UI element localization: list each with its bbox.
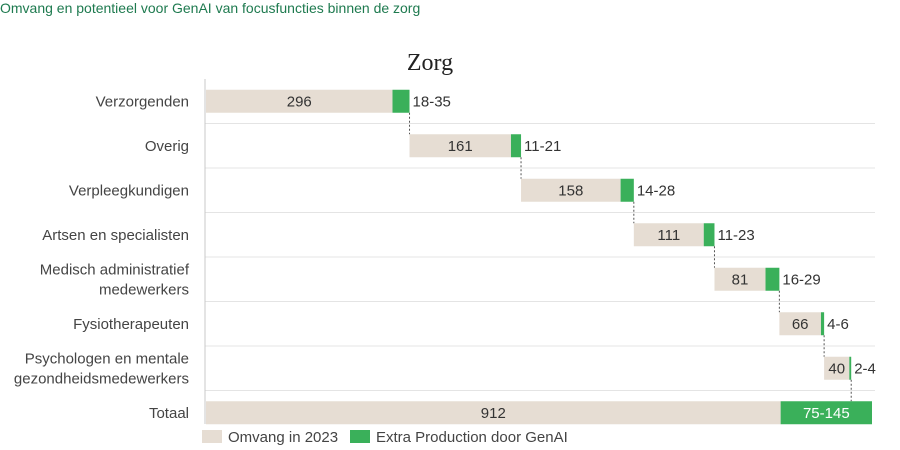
legend-swatch-base [202,430,222,443]
bar-genai [780,401,872,425]
data-label-genai: 11-21 [524,138,561,155]
data-label-base: 158 [558,182,583,199]
legend-label-base: Omvang in 2023 [228,429,338,446]
bar-genai [849,356,852,380]
bar-base [824,356,850,380]
category-label: Totaal [149,405,189,422]
data-label-genai: 75-145 [803,405,850,422]
data-label-base: 912 [481,405,506,422]
data-label-genai: 16-29 [782,271,820,288]
chart-title: Zorg [407,50,453,76]
category-label: Verzorgenden [96,93,189,110]
category-label: Fysiotherapeuten [73,316,189,333]
data-label-genai: 11-23 [717,227,754,244]
data-label-genai: 4-6 [827,316,849,333]
data-label-base: 40 [828,360,845,377]
gridlines [205,123,875,391]
data-label-base: 66 [792,316,809,333]
data-label-base: 111 [657,227,680,244]
bar-genai [392,89,410,113]
bar-genai [620,178,634,202]
legend: Omvang in 2023 Extra Production door Gen… [202,429,568,446]
bar-genai [703,223,715,247]
data-label-genai: 18-35 [413,93,451,110]
bar-genai [510,134,522,158]
data-label-genai: 14-28 [637,182,675,199]
bar-base [409,134,511,158]
data-label-base: 161 [448,138,473,155]
data-label-base: 296 [287,93,312,110]
bar-base [206,89,393,113]
legend-label-genai: Extra Production door GenAI [376,429,568,446]
category-label: Artsen en specialisten [42,227,189,244]
category-label: medewerkers [99,281,189,298]
bar-genai [765,267,780,291]
category-label: Medisch administratief [40,261,190,278]
bars: 296 18-35 161 11-21 158 14-28 111 11-23 81 16-29 6… [206,89,876,425]
figure-title: Omvang en potentieel voor GenAI van focu… [0,0,421,16]
legend-swatch-genai [350,430,370,443]
category-label: gezondheidsmedewerkers [14,370,189,387]
bar-base [521,178,621,202]
category-label: Verpleegkundigen [69,182,189,199]
category-label: Psychologen en mentale [25,350,189,367]
data-label-base: 81 [732,271,749,288]
bar-base [633,223,704,247]
category-label: Overig [145,138,189,155]
connectors [409,112,852,402]
bar-base [779,312,821,336]
bar-base [206,401,781,425]
category-labels: Verzorgenden Overig Verpleegkundigen Artsen… [14,93,190,422]
bar-genai [820,312,825,336]
data-label-genai: 2-4 [854,360,876,377]
bar-base [714,267,766,291]
